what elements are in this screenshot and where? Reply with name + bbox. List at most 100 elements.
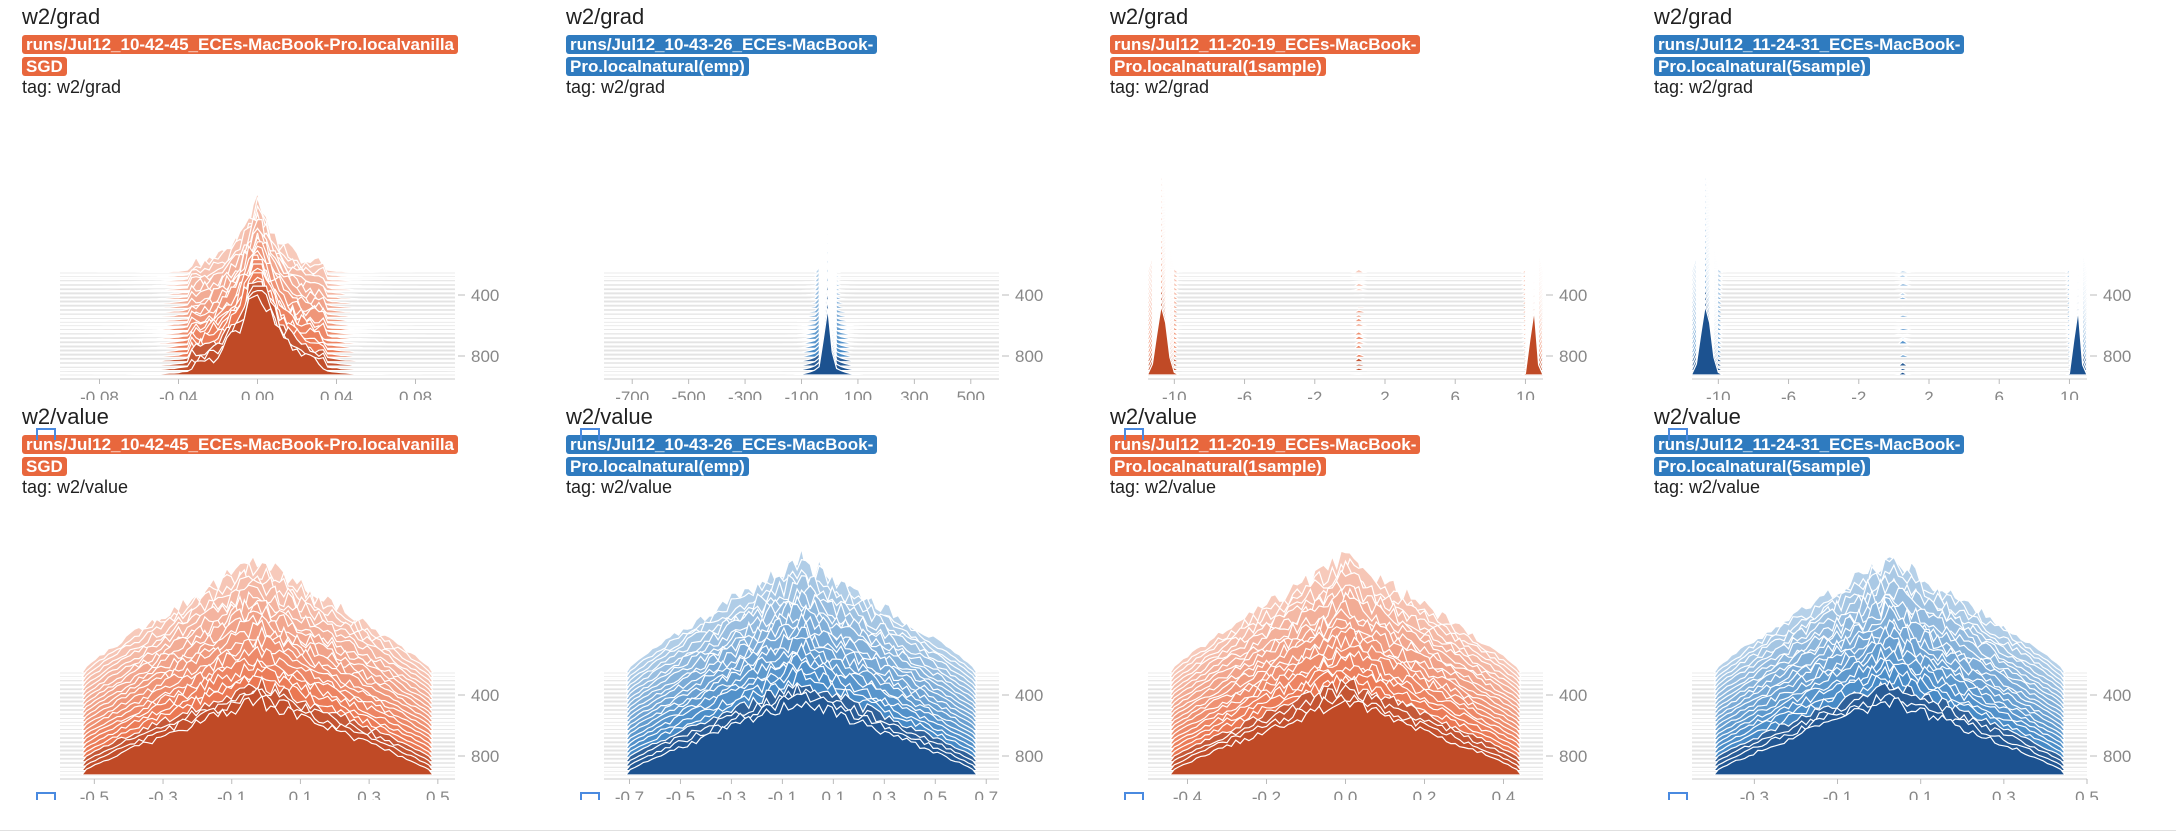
- ridge-path: [1691, 255, 2088, 341]
- card-title: w2/value: [1110, 404, 1197, 429]
- ridge-path: [1147, 159, 1544, 279]
- histogram-chart: -10 -6 -2 2 6 10 400 800: [1147, 152, 1587, 400]
- ridge-path: [1691, 193, 2088, 301]
- slice-gridlines: [1692, 272, 2087, 376]
- x-axis: -0.4 -0.2 0.0 0.2 0.4: [1148, 778, 1543, 800]
- x-axis: -0.3 -0.1 0.1 0.3 0.5: [1692, 778, 2099, 800]
- x-tick-label: -300: [728, 388, 762, 400]
- run-name: runs/Jul12_11-24-31_ECEs-MacBook-Pro.loc…: [1654, 35, 1965, 76]
- ridge-path: [603, 280, 1000, 363]
- ridge-path: [1691, 262, 2088, 345]
- y-tick-label: 800: [1015, 347, 1043, 366]
- y-tick-label: 800: [2103, 747, 2131, 766]
- ridge-path: [1147, 173, 1544, 287]
- expand-icon[interactable]: [580, 792, 600, 800]
- tag-label: tag: w2/grad: [22, 77, 122, 97]
- ridge-layers: [603, 548, 1000, 776]
- x-axis: -0.5 -0.3 -0.1 0.1 0.3 0.5: [60, 778, 455, 800]
- ridge-path: [1148, 699, 1543, 776]
- x-tick-label: -0.3: [148, 788, 177, 800]
- bottom-divider: [0, 830, 2176, 831]
- y-axis: 400 800: [2090, 286, 2131, 366]
- x-tick-label: -2: [1851, 388, 1866, 400]
- x-tick-label: -10: [1706, 388, 1731, 400]
- ridge-path: [1147, 214, 1544, 314]
- ridge-path: [1691, 234, 2088, 327]
- ridge-path: [604, 700, 999, 776]
- ridge-path: [1691, 166, 2088, 283]
- x-tick-label: -700: [615, 388, 649, 400]
- expand-icon[interactable]: [1124, 428, 1144, 440]
- histogram-chart: -0.4 -0.2 0.0 0.2 0.4 400 800: [1147, 550, 1587, 800]
- tag-label: tag: w2/value: [22, 477, 129, 497]
- ridge-layers: [1691, 152, 2088, 376]
- x-tick-label: -0.08: [80, 388, 119, 400]
- ridge-path: [1147, 234, 1544, 327]
- x-tick-label: 0.1: [1909, 788, 1933, 800]
- x-axis: -0.08 -0.04 0.00 0.04 0.08: [60, 378, 455, 400]
- ridge-path: [603, 244, 1000, 345]
- y-tick-label: 400: [1559, 286, 1587, 305]
- histogram-card: w2/value runs/Jul12_10-42-45_ECEs-MacBook…: [0, 400, 544, 800]
- x-tick-label: -0.04: [159, 388, 198, 400]
- run-name: runs/Jul12_10-42-45_ECEs-MacBook-Pro.loc…: [22, 35, 459, 76]
- ridge-path: [1691, 275, 2088, 354]
- run-label: runs/Jul12_10-42-45_ECEs-MacBook-Pro.loc…: [22, 34, 462, 78]
- x-tick-label: 0.2: [1413, 788, 1437, 800]
- x-axis: -10 -6 -2 2 6 10: [1692, 378, 2087, 400]
- ridge-path: [1691, 288, 2088, 363]
- ridge-path: [1147, 200, 1544, 305]
- y-tick-label: 400: [471, 286, 499, 305]
- ridge-path: [1691, 269, 2088, 349]
- y-tick-label: 400: [471, 686, 499, 705]
- ridge-layers: [603, 100, 1000, 376]
- x-tick-label: 500: [957, 388, 985, 400]
- tag-label: tag: w2/value: [1654, 477, 1761, 497]
- expand-icon[interactable]: [36, 792, 56, 800]
- ridge-path: [60, 694, 455, 776]
- expand-icon[interactable]: [1668, 792, 1688, 800]
- histogram-card: w2/grad runs/Jul12_11-24-31_ECEs-MacBook-…: [1632, 0, 2176, 400]
- x-tick-label: -0.5: [80, 788, 109, 800]
- ridge-path: [603, 170, 1000, 310]
- card-title: w2/grad: [1110, 4, 1189, 29]
- x-tick-label: 0.04: [320, 388, 353, 400]
- run-name: runs/Jul12_10-42-45_ECEs-MacBook-Pro.loc…: [22, 435, 459, 476]
- ridge-path: [603, 262, 1000, 354]
- x-axis: -0.7 -0.5 -0.3 -0.1 0.1 0.3 0.5 0.7: [604, 778, 999, 800]
- ridge-path: [1691, 186, 2088, 296]
- tag-label: tag: w2/grad: [1110, 77, 1210, 97]
- x-tick-label: 100: [844, 388, 872, 400]
- ridge-layers: [1147, 152, 1544, 376]
- ridge-path: [1691, 299, 2088, 372]
- histogram-chart: -0.7 -0.5 -0.3 -0.1 0.1 0.3 0.5 0.7 400 800: [603, 548, 1043, 800]
- x-tick-label: 10: [2060, 388, 2079, 400]
- ridge-path: [1147, 193, 1544, 301]
- expand-icon[interactable]: [36, 428, 56, 440]
- ridge-layers: [1147, 550, 1544, 776]
- x-tick-label: -6: [1237, 388, 1252, 400]
- run-label: runs/Jul12_10-43-26_ECEs-MacBook-Pro.loc…: [566, 34, 1006, 78]
- tag-label: tag: w2/grad: [566, 77, 666, 97]
- ridge-path: [603, 188, 1000, 318]
- y-axis: 400 800: [2090, 686, 2131, 766]
- run-name: runs/Jul12_11-24-31_ECEs-MacBook-Pro.loc…: [1654, 435, 1965, 476]
- expand-icon[interactable]: [580, 428, 600, 440]
- ridge-path: [603, 124, 1000, 287]
- y-tick-label: 800: [1559, 347, 1587, 366]
- card-title: w2/grad: [22, 4, 101, 29]
- ridge-path: [603, 106, 1000, 279]
- y-tick-label: 400: [2103, 686, 2131, 705]
- ridge-path: [1691, 152, 2088, 274]
- run-name: runs/Jul12_10-43-26_ECEs-MacBook-Pro.loc…: [566, 435, 878, 476]
- x-tick-label: 0.3: [357, 788, 381, 800]
- ridge-path: [1147, 262, 1544, 345]
- ridge-path: [1147, 186, 1544, 296]
- x-tick-label: 0.3: [873, 788, 897, 800]
- x-tick-label: 0.5: [923, 788, 947, 800]
- y-axis: 400 800: [1002, 286, 1043, 366]
- x-tick-label: 0.3: [1992, 788, 2016, 800]
- y-tick-label: 800: [2103, 347, 2131, 366]
- expand-icon[interactable]: [1124, 792, 1144, 800]
- expand-icon[interactable]: [1668, 428, 1688, 440]
